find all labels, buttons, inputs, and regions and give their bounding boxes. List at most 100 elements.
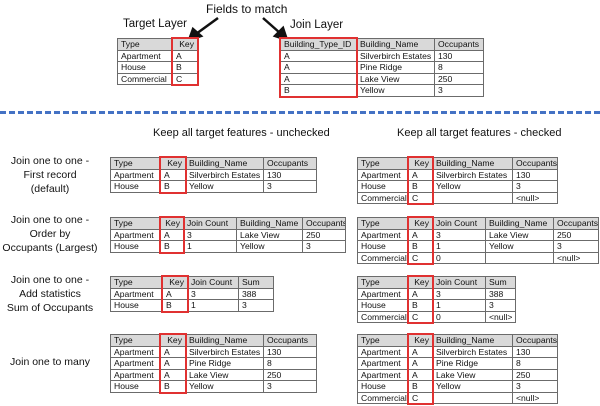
column-header: Occupants <box>434 38 484 51</box>
column-header: Type <box>357 276 409 289</box>
table-cell: Lake View <box>356 72 435 85</box>
table-cell: 250 <box>302 228 346 241</box>
table-cell: Commercial <box>357 310 409 323</box>
table-cell: 3 <box>187 287 239 300</box>
column-header: Building_Type_ID <box>280 38 357 51</box>
table-cell: C <box>408 310 433 323</box>
table-cell: Yellow <box>485 240 554 253</box>
table-cell: A <box>160 368 186 381</box>
table-row: Apartment A 3 Lake View 250 <box>110 228 346 241</box>
table-row: A Pine Ridge 8 <box>280 61 484 74</box>
table-cell: Apartment <box>110 287 163 300</box>
table-cell: Silverbirch Estates <box>356 49 435 62</box>
table-cell: 130 <box>434 49 484 62</box>
table-cell: <null> <box>512 391 558 404</box>
column-header: Occupants <box>302 217 346 230</box>
column-header: Sum <box>485 276 516 289</box>
table-cell: 3 <box>183 228 237 241</box>
column-header: Type <box>110 334 161 347</box>
table-cell: A <box>408 228 433 241</box>
table-cell: 3 <box>434 84 484 97</box>
table-cell: B <box>408 240 433 253</box>
table-cell: A <box>160 228 184 241</box>
table-cell: 130 <box>512 345 558 358</box>
table-order-unchecked: Type Key Join Count Building_Name Occupants A… <box>110 217 346 253</box>
table-header-row: Type Key Building_Name Occupants <box>110 334 317 347</box>
table-cell: House <box>357 380 409 393</box>
table-cell: 3 <box>302 240 346 253</box>
table-cell: Apartment <box>110 168 161 181</box>
table-row: Commercial C <box>117 72 198 85</box>
table-cell: 3 <box>432 228 486 241</box>
table-cell: 1 <box>183 240 237 253</box>
table-row: A Silverbirch Estates 130 <box>280 49 484 62</box>
column-header: Occupants <box>553 217 599 230</box>
column-header: Key <box>408 276 433 289</box>
table-cell: Lake View <box>432 368 513 381</box>
label-line: Join one to one - <box>10 155 90 167</box>
table-row: House B Yellow 3 <box>110 380 317 393</box>
table-cell: 250 <box>512 368 558 381</box>
table-row: Apartment A 3 388 <box>357 287 516 300</box>
column-header: Type <box>110 276 163 289</box>
label-order-by: Join one to one - Order by Occupants (La… <box>0 213 100 255</box>
table-cell: 130 <box>263 168 317 181</box>
label-line: Join one to one - <box>10 214 90 226</box>
table-cell: A <box>408 168 433 181</box>
label-first-record: Join one to one - First record (default) <box>0 154 100 196</box>
table-cell: Silverbirch Estates <box>432 345 513 358</box>
table-cell: 0 <box>432 310 486 323</box>
table-cell: Apartment <box>357 287 409 300</box>
table-row: Apartment A Pine Ridge 8 <box>357 357 558 370</box>
table-first-unchecked: Type Key Building_Name Occupants Apartment A S… <box>110 157 317 193</box>
table-cell: Apartment <box>357 368 409 381</box>
section-divider <box>0 111 600 114</box>
table-row: Apartment A Lake View 250 <box>110 368 317 381</box>
table-cell: Commercial <box>357 191 409 204</box>
table-row: Apartment A Lake View 250 <box>357 368 558 381</box>
table-cell: A <box>162 287 188 300</box>
table-cell: Lake View <box>236 228 303 241</box>
column-header: Type <box>110 217 161 230</box>
column-header: Key <box>408 157 433 170</box>
table-header-row: Type Key Building_Name Occupants <box>357 157 558 170</box>
table-cell: B <box>160 180 186 193</box>
table-cell: House <box>357 240 409 253</box>
checked-heading: Keep all target features - checked <box>397 127 562 139</box>
label-line: Sum of Occupants <box>6 302 94 314</box>
table-cell: Silverbirch Estates <box>432 168 513 181</box>
column-header: Building_Name <box>432 334 513 347</box>
table-many-unchecked: Type Key Building_Name Occupants Apartment A S… <box>110 334 317 393</box>
table-row: Apartment A Pine Ridge 8 <box>110 357 317 370</box>
table-row: B Yellow 3 <box>280 84 484 97</box>
table-cell: Apartment <box>117 49 173 62</box>
table-cell: Apartment <box>357 168 409 181</box>
column-header: Join Count <box>432 276 486 289</box>
column-header: Building_Name <box>485 217 554 230</box>
table-cell: A <box>408 345 433 358</box>
table-first-checked: Type Key Building_Name Occupants Apartment A S… <box>357 157 558 204</box>
table-cell: 130 <box>263 345 317 358</box>
table-cell: Commercial <box>117 72 173 85</box>
column-header: Occupants <box>263 334 317 347</box>
table-cell: 250 <box>263 368 317 381</box>
column-header: Building_Name <box>236 217 303 230</box>
table-row: House B 1 Yellow 3 <box>110 240 346 253</box>
table-cell: Apartment <box>110 368 161 381</box>
table-cell: A <box>160 345 186 358</box>
column-header: Building_Name <box>432 157 513 170</box>
column-header: Key <box>160 334 186 347</box>
table-cell: Yellow <box>236 240 303 253</box>
table-cell: Yellow <box>185 380 264 393</box>
table-cell: Apartment <box>357 345 409 358</box>
join-layer-label: Join Layer <box>290 19 344 31</box>
table-cell <box>432 391 513 404</box>
table-cell: Silverbirch Estates <box>185 168 264 181</box>
column-header: Type <box>117 38 173 51</box>
table-cell: 8 <box>434 61 484 74</box>
table-cell: 250 <box>434 72 484 85</box>
table-cell: 388 <box>238 287 274 300</box>
table-cell: House <box>110 180 161 193</box>
table-cell: 1 <box>432 299 486 312</box>
table-cell: Yellow <box>185 180 264 193</box>
